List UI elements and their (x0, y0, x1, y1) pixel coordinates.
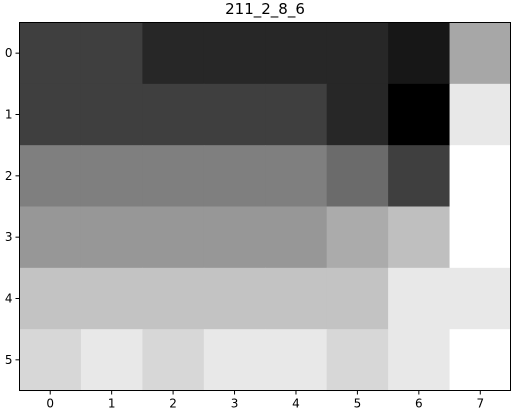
heatmap-cell-r4-c6 (388, 267, 451, 330)
heatmap-cell-r0-c4 (265, 22, 328, 85)
heatmap-cell-r3-c4 (265, 206, 328, 269)
heatmap-cell-r1-c5 (326, 83, 389, 146)
chart-title: 211_2_8_6 (225, 0, 305, 19)
heatmap-cell-r2-c4 (265, 145, 328, 208)
y-axis: 0 1 2 3 4 5 (5, 46, 20, 367)
heatmap-cell-r3-c0 (19, 206, 82, 269)
heatmap-cell-r4-c3 (203, 267, 266, 330)
x-tick-label-4: 4 (292, 397, 300, 411)
heatmap-cell-r3-c7 (449, 206, 511, 269)
heatmap-cell-r5-c2 (142, 329, 205, 392)
heatmap-cell-r2-c5 (326, 145, 389, 208)
y-tick-label-3: 3 (5, 230, 13, 244)
heatmap-cell-r2-c1 (80, 145, 143, 208)
x-tick-label-2: 2 (169, 397, 177, 411)
heatmap-cell-r2-c0 (19, 145, 82, 208)
heatmap-cell-r4-c5 (326, 267, 389, 330)
heatmap-cell-r4-c4 (265, 267, 328, 330)
heatmap-cell-r4-c0 (19, 267, 82, 330)
heatmap-cell-r0-c7 (449, 22, 511, 85)
heatmap-cell-r2-c3 (203, 145, 266, 208)
heatmap-cell-r1-c4 (265, 83, 328, 146)
x-tick-label-1: 1 (108, 397, 116, 411)
x-tick-label-6: 6 (415, 397, 423, 411)
heatmap-cell-r0-c1 (80, 22, 143, 85)
y-tick-label-0: 0 (5, 46, 13, 60)
heatmap-cell-r5-c7 (449, 329, 511, 392)
heatmap-cell-r5-c6 (388, 329, 451, 392)
x-axis: 0 1 2 3 4 5 6 7 (46, 390, 484, 411)
heatmap-cells (19, 22, 511, 392)
heatmap-cell-r0-c6 (388, 22, 451, 85)
x-tick-label-3: 3 (231, 397, 239, 411)
heatmap-cell-r1-c0 (19, 83, 82, 146)
y-tick-label-5: 5 (5, 353, 13, 367)
y-tick-label-2: 2 (5, 169, 13, 183)
heatmap-cell-r4-c1 (80, 267, 143, 330)
x-tick-label-7: 7 (476, 397, 484, 411)
heatmap-cell-r0-c3 (203, 22, 266, 85)
heatmap-cell-r5-c5 (326, 329, 389, 392)
heatmap-cell-r0-c2 (142, 22, 205, 85)
y-tick-label-1: 1 (5, 108, 13, 122)
heatmap-cell-r5-c1 (80, 329, 143, 392)
heatmap-cell-r2-c7 (449, 145, 511, 208)
heatmap-cell-r4-c2 (142, 267, 205, 330)
x-tick-label-0: 0 (46, 397, 54, 411)
heatmap-cell-r3-c2 (142, 206, 205, 269)
heatmap-cell-r4-c7 (449, 267, 511, 330)
heatmap-cell-r5-c0 (19, 329, 82, 392)
heatmap-cell-r2-c2 (142, 145, 205, 208)
heatmap-cell-r0-c0 (19, 22, 82, 85)
heatmap-cell-r5-c3 (203, 329, 266, 392)
heatmap-cell-r5-c4 (265, 329, 328, 392)
heatmap-cell-r1-c6 (388, 83, 451, 146)
heatmap-cell-r3-c5 (326, 206, 389, 269)
y-tick-label-4: 4 (5, 292, 13, 306)
heatmap-cell-r3-c3 (203, 206, 266, 269)
heatmap-cell-r0-c5 (326, 22, 389, 85)
heatmap-cell-r1-c2 (142, 83, 205, 146)
heatmap-cell-r2-c6 (388, 145, 451, 208)
heatmap-cell-r3-c1 (80, 206, 143, 269)
heatmap-cell-r1-c7 (449, 83, 511, 146)
x-tick-label-5: 5 (354, 397, 362, 411)
heatmap-cell-r1-c1 (80, 83, 143, 146)
heatmap-cell-r1-c3 (203, 83, 266, 146)
heatmap-cell-r3-c6 (388, 206, 451, 269)
